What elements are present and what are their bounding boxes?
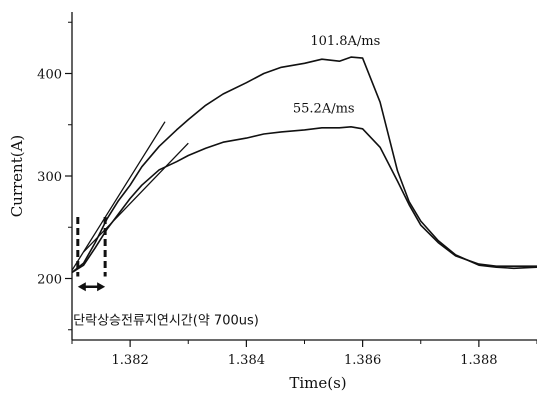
labels-group: Time(s) Current(A) 101.8A/ms 55.2A/ms 단락상승전류…	[8, 34, 380, 392]
axes	[71, 12, 537, 341]
y-axis-title: Current(A)	[8, 135, 26, 218]
x-tick-label: 1.386	[344, 353, 381, 368]
x-tick-label: 1.384	[228, 353, 265, 368]
span-arrow-head-left	[77, 282, 86, 292]
series-group	[71, 56, 537, 274]
y-tick-label: 400	[37, 68, 62, 83]
annotation-2: 단락상승전류지연시간(약 700us)	[73, 314, 259, 329]
y-tick-label: 300	[37, 170, 62, 185]
x-tick-label: 1.382	[112, 353, 149, 368]
x-tick-label: 1.388	[460, 353, 497, 368]
ticks: 200 300 400 1.382 1.384 1.386 1.388	[37, 21, 537, 368]
series-line-1	[71, 126, 537, 274]
tangent-line-2	[71, 121, 166, 271]
span-arrow-head-right	[97, 282, 106, 292]
annotation-1: 55.2A/ms	[293, 101, 355, 116]
annotation-0: 101.8A/ms	[310, 34, 380, 49]
x-axis-title: Time(s)	[289, 374, 346, 392]
y-tick-label: 200	[37, 273, 62, 288]
series-line-0	[71, 56, 537, 274]
markers-group	[76, 217, 107, 292]
tangent-line-3	[83, 142, 189, 253]
